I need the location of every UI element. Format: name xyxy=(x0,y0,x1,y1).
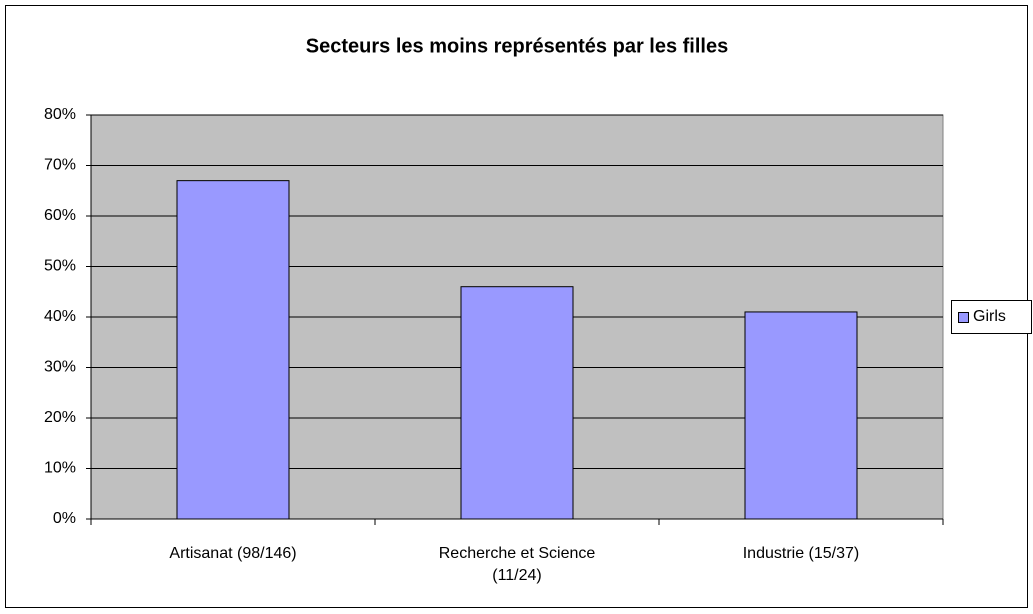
y-tick-label: 0% xyxy=(53,510,76,527)
y-tick-label: 70% xyxy=(44,157,76,174)
y-tick-label: 60% xyxy=(44,207,76,224)
x-tick-label: Industrie (15/37) xyxy=(742,545,860,562)
chart-title: Secteurs les moins représentés par les f… xyxy=(306,35,728,57)
y-tick-label: 20% xyxy=(44,409,76,426)
x-tick-label: Artisanat (98/146) xyxy=(169,545,297,562)
legend-swatch xyxy=(958,312,969,323)
bar xyxy=(460,286,574,520)
y-tick-label: 80% xyxy=(44,106,76,123)
x-tick-label: Recherche et Science (11/24) xyxy=(438,545,596,584)
y-tick-label: 50% xyxy=(44,258,76,275)
y-tick-label: 10% xyxy=(44,460,76,477)
y-tick-label: 40% xyxy=(44,308,76,325)
bar xyxy=(176,180,290,520)
bar xyxy=(744,311,858,520)
y-tick-label: 30% xyxy=(44,359,76,376)
legend-label: Girls xyxy=(973,308,1006,325)
